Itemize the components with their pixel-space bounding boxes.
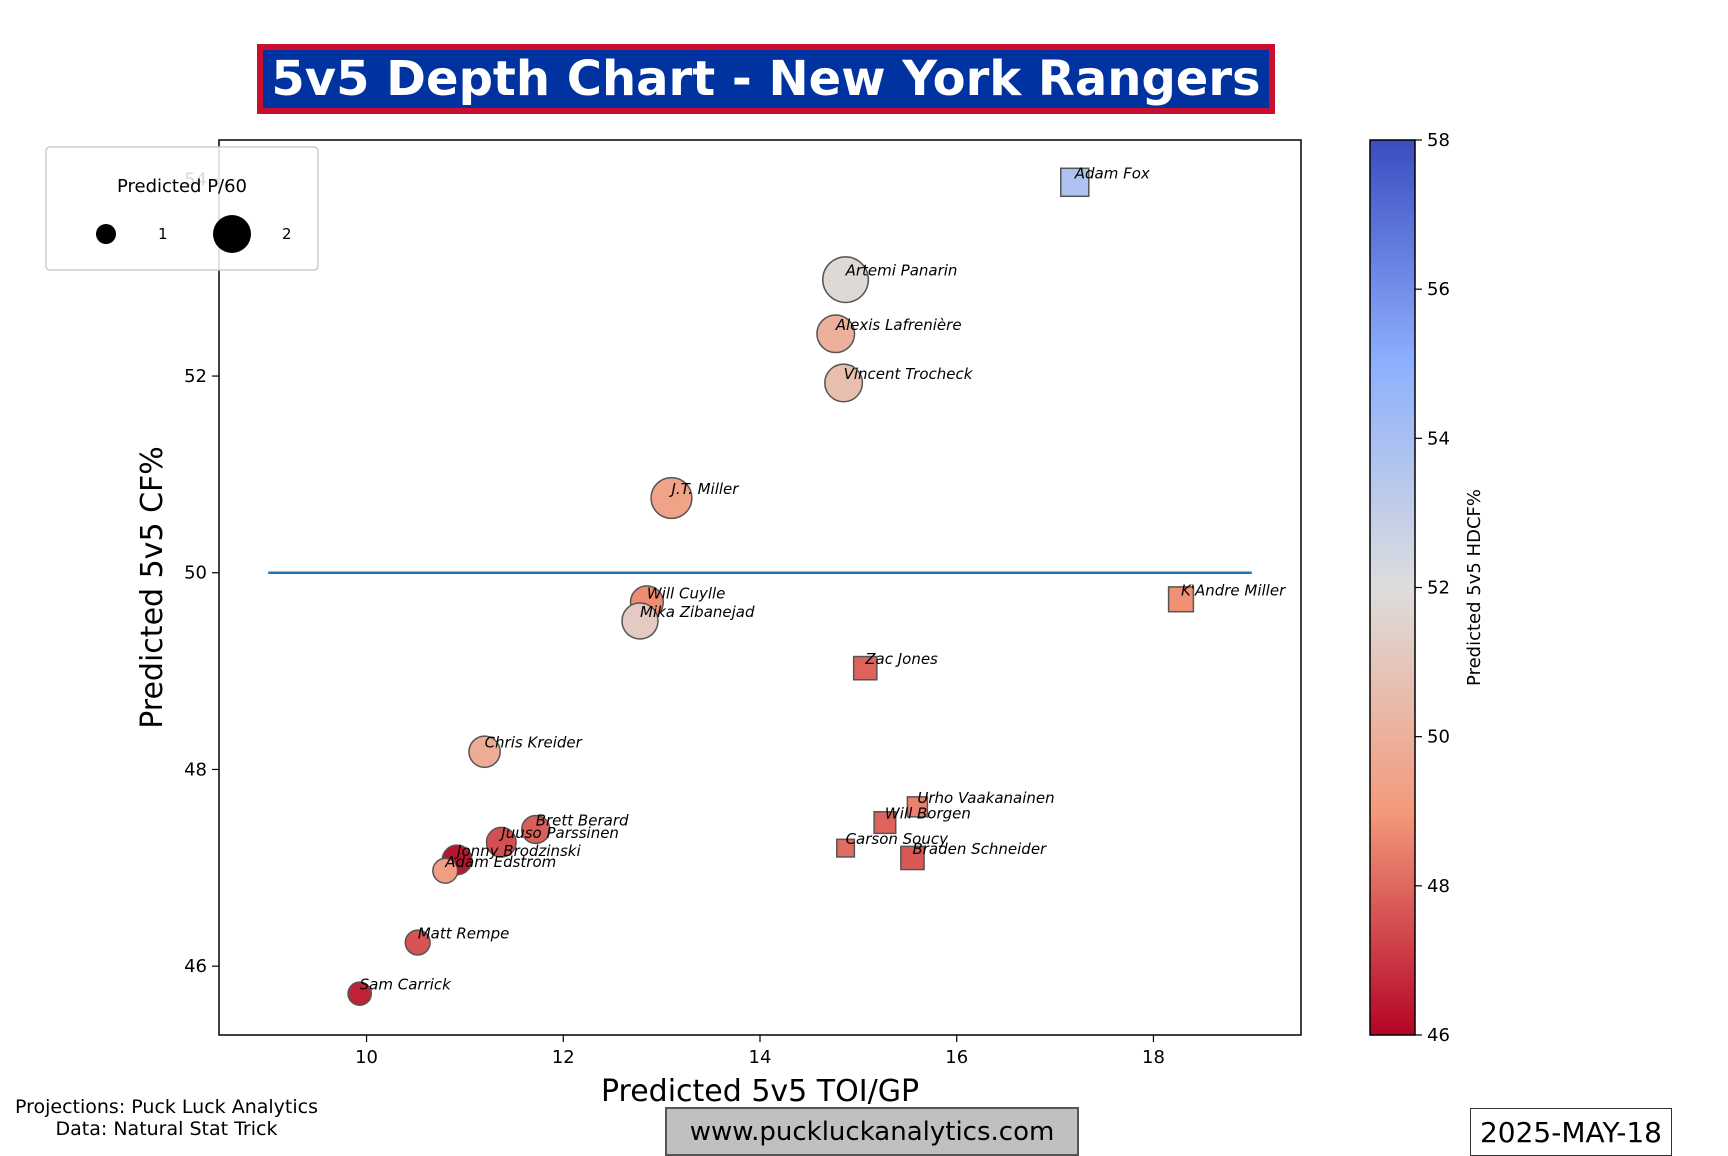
point-label: Jonny Brodzinski	[454, 842, 581, 860]
colorbar-tick-label: 54	[1427, 428, 1450, 449]
date-label: 2025-MAY-18	[1470, 1108, 1672, 1156]
data-point-circle	[621, 602, 659, 640]
legend-box	[45, 146, 319, 271]
data-point-circle	[347, 981, 373, 1007]
credit-data: Data: Natural Stat Trick	[55, 1118, 278, 1140]
chart-title: 5v5 Depth Chart - New York Rangers	[271, 51, 1261, 107]
y-tick-label: 50	[184, 563, 207, 584]
point-label: Zac Jones	[864, 650, 938, 668]
colorbar-tick-label: 56	[1427, 279, 1450, 300]
colorbar-label: Predicted 5v5 HDCF%	[1464, 489, 1485, 686]
website-label: www.puckluckanalytics.com	[665, 1107, 1079, 1156]
legend-size-marker	[96, 224, 116, 244]
data-point-circle	[816, 314, 856, 354]
legend-title: Predicted P/60	[117, 176, 247, 197]
point-label: Juuso Parssinen	[498, 824, 619, 842]
colorbar-tick-label: 52	[1427, 578, 1450, 599]
point-label: Mika Zibanejad	[640, 603, 755, 621]
y-axis-label: Predicted 5v5 CF%	[135, 446, 170, 729]
point-label: Adam Edstrom	[444, 853, 556, 871]
data-point-circle	[432, 857, 459, 884]
point-label: Alexis Lafrenière	[835, 316, 962, 334]
data-point-circle	[468, 735, 501, 769]
data-point-circle	[824, 363, 864, 403]
x-axis-label: Predicted 5v5 TOI/GP	[601, 1074, 919, 1109]
data-point-circle	[650, 476, 693, 520]
plot-frame	[218, 139, 1302, 1036]
data-point-square	[852, 655, 878, 681]
point-label: Will Borgen	[885, 805, 971, 823]
y-tick-label: 52	[184, 366, 207, 387]
x-tick-label: 16	[945, 1047, 968, 1068]
point-label: Adam Fox	[1074, 164, 1150, 182]
point-label: Brett Berard	[536, 811, 629, 829]
x-tick-label: 12	[552, 1047, 575, 1068]
colorbar-tick-label: 58	[1427, 130, 1450, 151]
point-label: Artemi Panarin	[845, 262, 958, 280]
data-point-circle	[822, 256, 870, 304]
point-label: Sam Carrick	[360, 976, 453, 994]
colorbar	[1369, 139, 1416, 1036]
point-label: K'Andre Miller	[1181, 581, 1286, 599]
x-tick-label: 18	[1142, 1047, 1165, 1068]
legend-size-label: 1	[158, 225, 168, 243]
point-label: Matt Rempe	[418, 925, 510, 943]
point-label: Urho Vaakanainen	[917, 789, 1054, 807]
data-point-square	[873, 811, 897, 835]
data-point-circle	[485, 826, 517, 858]
data-point-circle	[404, 929, 431, 956]
point-label: Carson Soucy	[846, 830, 950, 848]
y-tick-label: 46	[184, 956, 207, 977]
colorbar-tick-label: 46	[1427, 1025, 1450, 1046]
point-label: Chris Kreider	[485, 734, 583, 752]
point-label: Vincent Trocheck	[844, 365, 974, 383]
legend-size-marker	[213, 215, 251, 253]
x-tick-label: 14	[749, 1047, 772, 1068]
data-point-circle	[520, 814, 551, 845]
credits: Projections: Puck Luck Analytics Data: N…	[0, 1096, 333, 1140]
data-point-square	[1167, 586, 1195, 613]
legend-size-label: 2	[282, 225, 292, 243]
data-point-square	[836, 838, 856, 858]
credit-projections: Projections: Puck Luck Analytics	[14, 1096, 318, 1118]
y-tick-label: 48	[184, 759, 207, 780]
point-label: Will Cuylle	[647, 584, 726, 602]
title-banner: 5v5 Depth Chart - New York Rangers	[257, 44, 1275, 114]
colorbar-tick-label: 50	[1427, 727, 1450, 748]
point-label: Braden Schneider	[912, 840, 1047, 858]
data-point-square	[1060, 167, 1090, 198]
x-tick-label: 10	[355, 1047, 378, 1068]
data-point-square	[900, 845, 925, 871]
point-label: J.T. Miller	[668, 480, 739, 498]
data-point-square	[906, 796, 929, 818]
colorbar-tick-label: 48	[1427, 876, 1450, 897]
